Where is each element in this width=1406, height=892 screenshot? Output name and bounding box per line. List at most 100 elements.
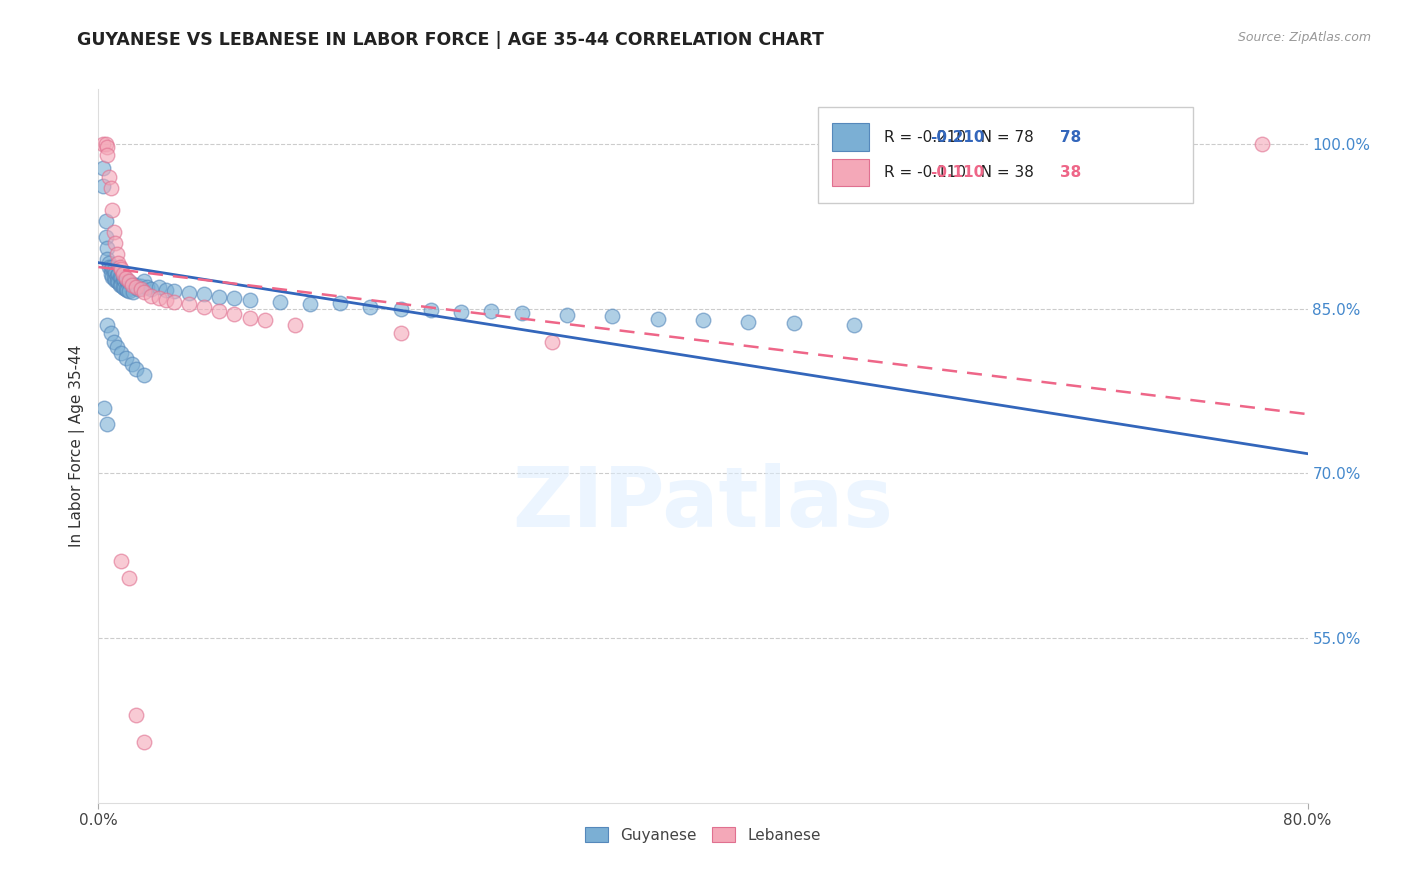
- Point: [125, 708, 148, 723]
- Point: [118, 274, 141, 288]
- Point: [253, 312, 276, 326]
- Point: [105, 274, 128, 288]
- Point: [96, 252, 118, 267]
- Point: [103, 271, 125, 285]
- Point: [96, 241, 118, 255]
- FancyBboxPatch shape: [832, 123, 869, 151]
- Point: [118, 284, 141, 298]
- Point: [98, 260, 121, 274]
- Point: [93, 401, 115, 415]
- Point: [360, 300, 382, 314]
- Point: [108, 269, 131, 284]
- Legend: Guyanese, Lebanese: Guyanese, Lebanese: [579, 821, 827, 848]
- Point: [155, 293, 177, 307]
- Point: [118, 276, 141, 290]
- Point: [125, 362, 148, 376]
- Point: [115, 274, 138, 288]
- Point: [163, 284, 186, 298]
- Point: [284, 318, 307, 333]
- Point: [208, 304, 231, 318]
- FancyBboxPatch shape: [818, 107, 1192, 203]
- Point: [112, 273, 135, 287]
- Point: [481, 304, 503, 318]
- Text: R = -0.110   N = 38: R = -0.110 N = 38: [884, 165, 1035, 180]
- Point: [163, 295, 186, 310]
- Point: [96, 318, 118, 333]
- Point: [125, 277, 148, 292]
- Text: R = -0.210   N = 78: R = -0.210 N = 78: [884, 129, 1035, 145]
- Point: [148, 280, 170, 294]
- Point: [540, 334, 562, 349]
- Point: [208, 290, 231, 304]
- Text: 78: 78: [1060, 129, 1081, 145]
- Text: GUYANESE VS LEBANESE IN LABOR FORCE | AGE 35-44 CORRELATION CHART: GUYANESE VS LEBANESE IN LABOR FORCE | AG…: [77, 31, 824, 49]
- Text: 38: 38: [1060, 165, 1081, 180]
- Point: [103, 334, 125, 349]
- Point: [135, 280, 157, 294]
- Point: [111, 280, 134, 294]
- Point: [107, 255, 129, 269]
- Point: [121, 277, 143, 291]
- Point: [299, 297, 322, 311]
- Point: [110, 345, 132, 359]
- Point: [114, 271, 136, 285]
- Point: [105, 247, 128, 261]
- Point: [103, 225, 125, 239]
- Point: [450, 305, 472, 319]
- Point: [104, 235, 127, 250]
- Point: [114, 282, 136, 296]
- Point: [104, 266, 127, 280]
- Point: [112, 281, 135, 295]
- Point: [155, 283, 177, 297]
- Point: [141, 282, 163, 296]
- Point: [510, 306, 533, 320]
- Point: [98, 169, 121, 184]
- Point: [389, 301, 412, 316]
- Y-axis label: In Labor Force | Age 35-44: In Labor Force | Age 35-44: [69, 345, 84, 547]
- Point: [129, 278, 152, 293]
- Point: [108, 277, 131, 292]
- Point: [114, 272, 136, 286]
- Point: [692, 312, 714, 326]
- Point: [111, 267, 134, 281]
- Point: [125, 280, 148, 294]
- Point: [91, 178, 114, 193]
- Point: [129, 282, 152, 296]
- Point: [783, 316, 806, 330]
- Point: [239, 310, 262, 325]
- Point: [104, 273, 127, 287]
- Point: [91, 161, 114, 176]
- Point: [101, 260, 124, 274]
- Point: [193, 300, 215, 314]
- Point: [329, 296, 352, 310]
- Point: [179, 286, 201, 301]
- Point: [100, 326, 122, 340]
- Point: [94, 137, 117, 152]
- Text: -0.110: -0.110: [931, 165, 984, 180]
- Point: [224, 291, 246, 305]
- Point: [602, 310, 624, 324]
- Point: [647, 311, 669, 326]
- Point: [132, 285, 155, 300]
- Point: [420, 302, 443, 317]
- Point: [100, 267, 122, 281]
- Point: [148, 291, 170, 305]
- Point: [110, 277, 132, 292]
- Point: [555, 309, 578, 323]
- Point: [100, 262, 122, 277]
- Point: [132, 274, 155, 288]
- Point: [111, 272, 134, 286]
- Point: [96, 148, 118, 162]
- Point: [844, 318, 866, 333]
- Point: [239, 293, 262, 307]
- Point: [269, 295, 291, 310]
- Point: [118, 571, 141, 585]
- Point: [127, 282, 149, 296]
- Point: [132, 735, 155, 749]
- Point: [107, 276, 129, 290]
- Point: [105, 268, 128, 283]
- Point: [121, 277, 143, 292]
- Point: [94, 230, 117, 244]
- Point: [91, 137, 114, 152]
- Point: [105, 340, 128, 354]
